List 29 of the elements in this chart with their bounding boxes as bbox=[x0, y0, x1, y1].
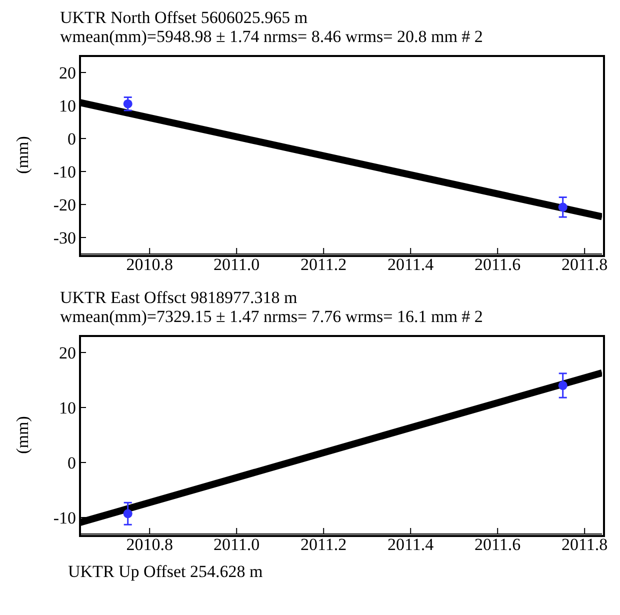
text: UKTR Up Offset 254.628 m bbox=[68, 562, 263, 581]
x-tick-label: 2011.6 bbox=[474, 255, 521, 274]
y-tick-label: 10 bbox=[59, 96, 76, 116]
x-tick-label: 2011.6 bbox=[474, 535, 521, 554]
x-tick-label: 2011.8 bbox=[562, 535, 608, 554]
y-tick-label: 20 bbox=[59, 64, 76, 83]
x-tick-label: 2011.0 bbox=[214, 255, 260, 274]
x-tick-label: 2011.4 bbox=[388, 535, 434, 554]
x-tick-label: 2010.8 bbox=[126, 535, 173, 554]
x-tick-label: 2010.8 bbox=[126, 255, 173, 274]
y-tick-label: 10 bbox=[59, 398, 76, 418]
y-axis-title: (mm) bbox=[13, 136, 32, 174]
y-tick-label: 0 bbox=[68, 130, 76, 149]
y-axis-title: (mm) bbox=[13, 416, 32, 454]
x-tick-label: 2011.4 bbox=[388, 255, 434, 274]
y-tick-label: -10 bbox=[53, 162, 76, 182]
x-tick-label: 2011.0 bbox=[214, 535, 260, 554]
y-tick-label: -30 bbox=[53, 228, 76, 248]
x-tick-label: 2011.8 bbox=[562, 255, 608, 274]
y-tick-label: -10 bbox=[53, 508, 76, 528]
chart-title: UKTR North Offset 5606025.965 m bbox=[60, 8, 308, 27]
chart-subtitle: wmean(mm)=5948.98 ± 1.74 nrms= 8.46 wrms= 20.8 mm # 2 bbox=[60, 27, 483, 46]
y-tick-label: -20 bbox=[53, 196, 76, 215]
y-tick-label: 0 bbox=[68, 454, 76, 473]
y-tick-label: 20 bbox=[59, 344, 76, 363]
x-tick-label: 2011.2 bbox=[300, 255, 347, 274]
chart-title: UKTR East Offsct 9818977.318 m bbox=[60, 288, 298, 307]
chart-subtitle: wmean(mm)=7329.15 ± 1.47 nrms= 7.76 wrms= 16.1 mm # 2 bbox=[60, 307, 483, 326]
x-tick-label: 2011.2 bbox=[300, 535, 347, 554]
